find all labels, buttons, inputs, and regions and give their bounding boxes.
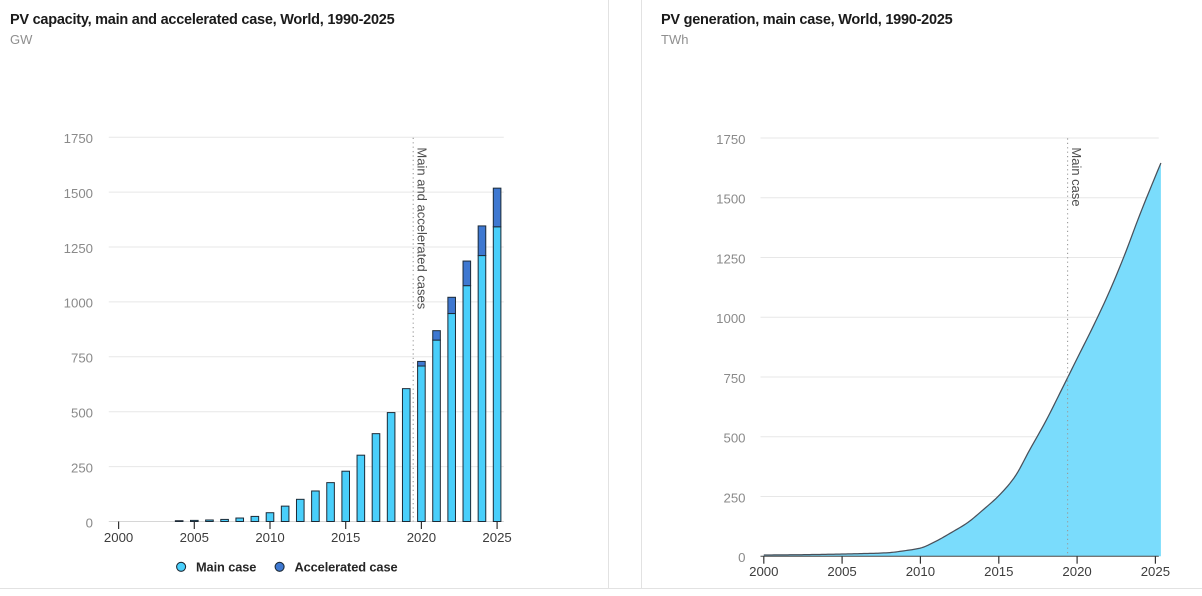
svg-text:1250: 1250	[64, 241, 93, 256]
svg-text:0: 0	[86, 515, 93, 530]
svg-text:2005: 2005	[827, 564, 856, 579]
svg-text:1500: 1500	[716, 192, 745, 207]
svg-text:Main case: Main case	[196, 559, 256, 574]
svg-text:Main and accelerated cases: Main and accelerated cases	[415, 147, 430, 309]
svg-text:Accelerated case: Accelerated case	[295, 559, 398, 574]
svg-text:2025: 2025	[482, 530, 511, 545]
svg-text:500: 500	[723, 431, 745, 446]
svg-text:0: 0	[738, 550, 745, 565]
svg-text:2025: 2025	[1141, 564, 1170, 579]
svg-text:1000: 1000	[716, 311, 745, 326]
svg-text:2000: 2000	[749, 564, 778, 579]
svg-text:1000: 1000	[64, 296, 93, 311]
svg-text:2010: 2010	[906, 564, 935, 579]
svg-text:2020: 2020	[1062, 564, 1091, 579]
svg-text:2020: 2020	[407, 530, 436, 545]
svg-text:1250: 1250	[716, 251, 745, 266]
svg-text:2015: 2015	[331, 530, 360, 545]
svg-text:750: 750	[71, 351, 93, 366]
svg-text:500: 500	[71, 406, 93, 421]
svg-text:1500: 1500	[64, 186, 93, 201]
svg-text:1750: 1750	[64, 131, 93, 146]
svg-text:1750: 1750	[716, 132, 745, 147]
svg-text:250: 250	[723, 490, 745, 505]
svg-text:Main case: Main case	[1069, 147, 1084, 206]
svg-text:2010: 2010	[255, 530, 284, 545]
svg-text:750: 750	[723, 371, 745, 386]
svg-text:250: 250	[71, 460, 93, 475]
svg-text:2005: 2005	[180, 530, 209, 545]
svg-text:2000: 2000	[104, 530, 133, 545]
svg-text:2015: 2015	[984, 564, 1013, 579]
